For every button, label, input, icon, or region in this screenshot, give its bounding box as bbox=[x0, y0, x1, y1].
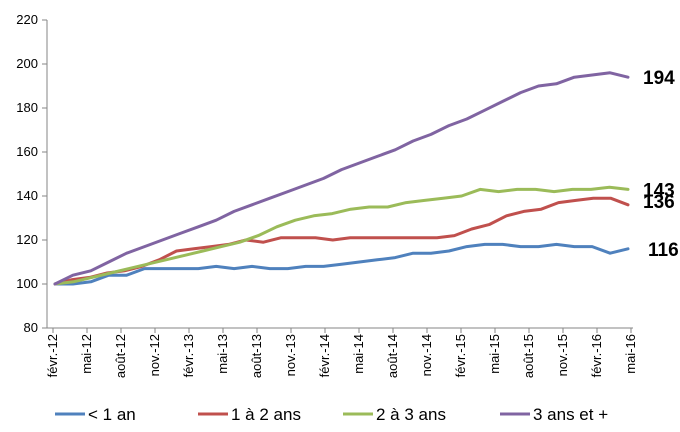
x-tick-label: août-12 bbox=[113, 334, 128, 378]
y-tick-label: 160 bbox=[16, 144, 38, 159]
series-line-3-ans-et bbox=[53, 71, 630, 286]
x-tick-label: févr.-12 bbox=[45, 334, 60, 377]
x-tick-label: août-15 bbox=[521, 334, 536, 378]
end-value-label: 194 bbox=[643, 68, 675, 89]
x-tick-label: nov.-13 bbox=[283, 334, 298, 376]
x-tick-label: août-13 bbox=[249, 334, 264, 378]
x-tick-label: mai-14 bbox=[351, 334, 366, 374]
end-value-label: 143 bbox=[643, 180, 675, 201]
x-tick-label: août-14 bbox=[385, 334, 400, 378]
y-tick-label: 180 bbox=[16, 100, 38, 115]
legend-label: 1 à 2 ans bbox=[231, 405, 301, 424]
x-tick-label: févr.-13 bbox=[181, 334, 196, 377]
x-tick-label: mai-12 bbox=[79, 334, 94, 374]
legend: < 1 an 1 à 2 ans 2 à 3 ans 3 ans et + bbox=[55, 405, 608, 424]
x-tick-label: nov.-15 bbox=[555, 334, 570, 376]
legend-label: 2 à 3 ans bbox=[376, 405, 446, 424]
y-tick-label: 200 bbox=[16, 56, 38, 71]
series-line-1-an bbox=[53, 242, 630, 286]
x-tick-label: févr.-14 bbox=[317, 334, 332, 377]
x-tick-label: mai-15 bbox=[487, 334, 502, 374]
x-tick-label: mai-13 bbox=[215, 334, 230, 374]
x-tick-label: nov.-14 bbox=[419, 334, 434, 376]
y-axis: 80 100 120 140 160 180 200 220 bbox=[16, 12, 48, 335]
y-tick-label: 140 bbox=[16, 188, 38, 203]
x-tick-label: nov.-12 bbox=[147, 334, 162, 376]
legend-label: 3 ans et + bbox=[533, 405, 608, 424]
x-tick-label: févr.-15 bbox=[453, 334, 468, 377]
series-line-2-3-ans bbox=[53, 185, 630, 286]
y-tick-label: 220 bbox=[16, 12, 38, 27]
x-tick-label: févr.-16 bbox=[589, 334, 604, 377]
y-tick-label: 100 bbox=[16, 276, 38, 291]
x-axis: févr.-12 mai-12 août-12 nov.-12 févr.-13 mai-… bbox=[45, 327, 638, 378]
end-value-label: 136 bbox=[643, 192, 675, 213]
x-tick-label: mai-16 bbox=[623, 334, 638, 374]
y-tick-label: 120 bbox=[16, 232, 38, 247]
end-value-label: 116 bbox=[648, 240, 679, 261]
series-lines bbox=[53, 71, 630, 286]
y-tick-label: 80 bbox=[24, 320, 38, 335]
legend-label: < 1 an bbox=[88, 405, 136, 424]
